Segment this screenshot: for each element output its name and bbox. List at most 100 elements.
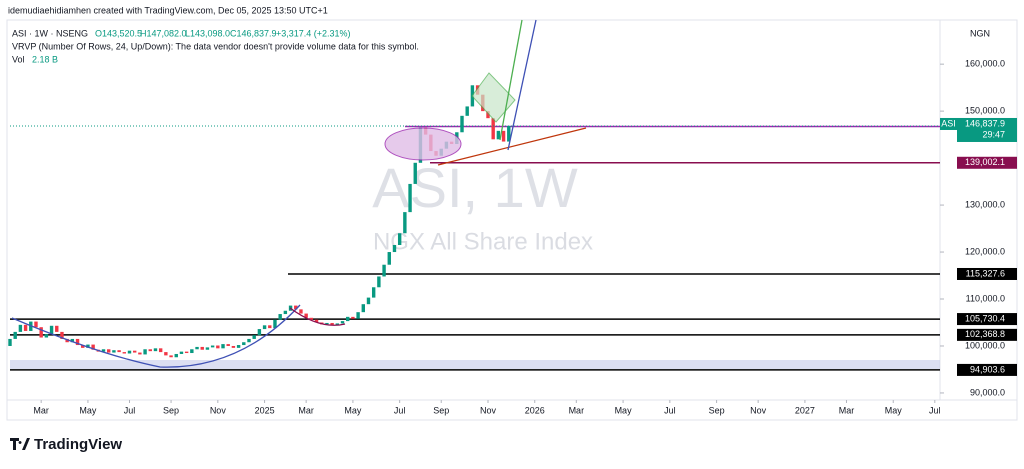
candle-body — [501, 130, 506, 142]
projection-line — [499, 19, 523, 141]
candle-body — [335, 323, 340, 325]
candle-body — [190, 349, 194, 354]
x-tick-label: Jul — [394, 405, 406, 415]
x-tick-label: Nov — [750, 405, 767, 415]
candle-body — [138, 352, 142, 355]
candle-body — [294, 305, 298, 310]
last-price-symbol-box — [940, 117, 957, 130]
candle-body — [330, 322, 334, 325]
candle-body — [112, 350, 116, 353]
y-tick-label: 90,000.0 — [970, 387, 1005, 397]
candle-body — [210, 345, 215, 348]
candle-body — [18, 324, 23, 332]
candle-body — [356, 312, 360, 319]
level-label: 115,327.6 — [966, 268, 1005, 278]
legend-indicator: VRVP (Number Of Rows, 24, Up/Down): The … — [12, 41, 419, 51]
x-tick-label: May — [885, 405, 903, 415]
candle-body — [346, 316, 350, 322]
candle-body — [148, 349, 152, 352]
logo: TradingView — [10, 436, 122, 453]
pullback-curve — [289, 307, 346, 326]
frame — [6, 19, 1018, 421]
x-tick-label: Mar — [33, 405, 49, 415]
level-label-box — [957, 328, 1017, 341]
last-price-symbol: ASI — [941, 118, 956, 128]
candle-body — [117, 350, 121, 353]
logo-mark — [10, 438, 30, 450]
candle-body — [387, 252, 391, 265]
candle-body — [153, 348, 158, 352]
candle-body — [221, 344, 225, 349]
candle-body — [397, 233, 402, 245]
x-tick-label: Jul — [124, 405, 136, 415]
legend-change: +3,317.4 (+2.31%) — [276, 28, 351, 38]
x-tick-label: Jul — [664, 405, 676, 415]
candle-body — [143, 349, 147, 355]
candle-body — [299, 309, 303, 314]
x-tick-label: May — [344, 405, 362, 415]
candle-body — [226, 344, 230, 346]
diamond-drawing — [471, 72, 516, 123]
candle-body — [169, 355, 173, 358]
candle-body — [403, 212, 407, 234]
level-label: 105,730.4 — [965, 313, 1005, 323]
legend: ASI · 1W · NSENG O143,520.5 H147,082.0 L… — [12, 28, 419, 64]
candle-body — [122, 352, 127, 354]
candle-body — [496, 130, 501, 140]
candle-body — [179, 351, 184, 354]
candle-body — [361, 304, 365, 313]
legend-vol-label: Vol — [12, 54, 25, 64]
ellipse-drawing — [384, 127, 462, 161]
candle-body — [75, 338, 80, 346]
y-tick-label: 150,000.0 — [965, 105, 1005, 115]
x-tick-label: Jul — [929, 405, 941, 415]
plot — [8, 85, 940, 371]
candle-body — [236, 345, 241, 348]
rounding-bottom-curve — [11, 304, 301, 368]
candle-body — [340, 321, 345, 324]
candle-body — [252, 335, 256, 339]
candle-body — [81, 345, 85, 348]
legend-close: C146,837.9 — [230, 28, 277, 38]
candle-body — [314, 319, 319, 323]
x-tick-label: 2027 — [795, 405, 815, 415]
x-tick-label: 2025 — [255, 405, 275, 415]
y-tick-label: 120,000.0 — [965, 246, 1005, 256]
candle-body — [23, 324, 28, 331]
candle-body — [491, 118, 495, 140]
logo-text: TradingView — [34, 436, 122, 453]
level-label-box — [957, 363, 1017, 376]
candle-body — [86, 344, 90, 348]
level-label-box — [957, 313, 1017, 326]
x-tick-label: May — [79, 405, 97, 415]
x-tick-label: Mar — [298, 405, 314, 415]
candle-body — [247, 338, 251, 343]
legend-high: H147,082.0 — [140, 28, 187, 38]
candle-body — [465, 106, 469, 116]
candle-body — [44, 334, 49, 338]
level-label: 102,368.8 — [965, 329, 1005, 339]
candle-body — [278, 314, 282, 320]
candle-body — [107, 349, 111, 353]
legend-vol-value: 2.18 B — [32, 54, 58, 64]
candle-body — [413, 162, 417, 184]
candle-body — [366, 297, 371, 305]
candle-body — [8, 338, 12, 346]
candle-body — [91, 344, 95, 350]
candle-body — [242, 342, 246, 346]
candle-body — [127, 350, 132, 354]
level-label: 139,002.1 — [965, 157, 1005, 167]
candle-body — [55, 325, 59, 332]
candle-body — [382, 264, 386, 277]
y-tick-label: 160,000.0 — [965, 59, 1005, 69]
trend-line — [437, 127, 587, 166]
x-tick-label: Nov — [480, 405, 497, 415]
candle-body — [262, 325, 267, 330]
x-tick-label: Mar — [839, 405, 855, 415]
x-tick-label: 2026 — [525, 405, 545, 415]
candle-body — [408, 183, 412, 213]
candle-body — [49, 325, 54, 335]
candle-body — [184, 351, 189, 354]
candle-body — [39, 327, 43, 338]
